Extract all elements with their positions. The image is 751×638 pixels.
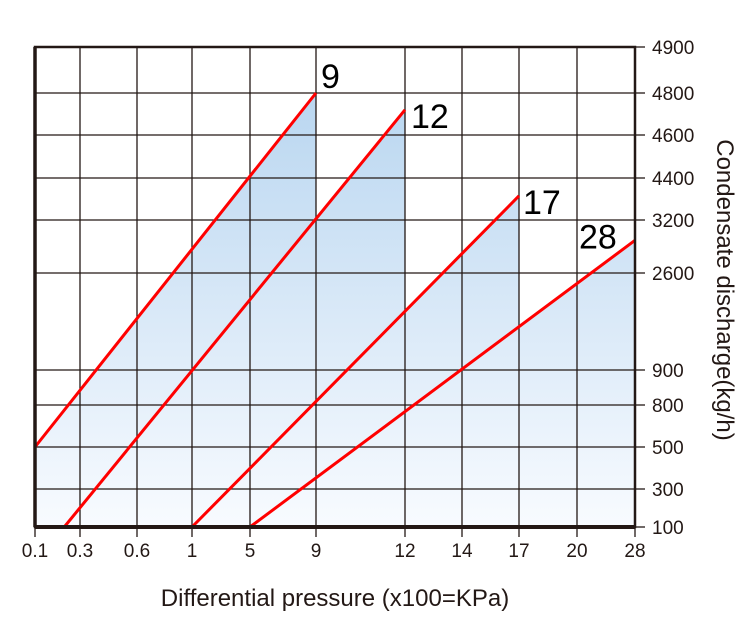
y-tick-label: 4900 [652, 38, 694, 59]
x-tick-label: 0.3 [67, 541, 93, 562]
series-label-9: 9 [321, 58, 340, 96]
series-line-12 [63, 108, 407, 528]
y-axis-label: Condensate discharge(kg/h) [711, 139, 738, 441]
y-tick-label: 3200 [652, 211, 694, 232]
x-tick-label: 9 [311, 541, 322, 562]
x-tick-label: 0.6 [124, 541, 150, 562]
x-tick-label: 5 [245, 541, 256, 562]
x-tick-label: 17 [508, 541, 529, 562]
y-tick-label: 4800 [652, 84, 694, 105]
series-line-17 [190, 194, 521, 529]
series-lines: 9 12 17 28 [33, 58, 636, 529]
x-tick-label: 20 [566, 541, 587, 562]
y-tick-label: 300 [652, 480, 684, 501]
x-tick-label: 12 [394, 541, 415, 562]
y-tick-label: 4600 [652, 126, 694, 147]
y-tick-label: 900 [652, 361, 684, 382]
grid [35, 47, 635, 527]
series-label-17: 17 [523, 184, 561, 222]
x-tick-label: 0.1 [22, 541, 48, 562]
y-tick-label: 2600 [652, 264, 694, 285]
x-tick-label: 14 [451, 541, 473, 562]
series-label-12: 12 [411, 98, 449, 136]
series-line-28 [249, 239, 636, 529]
y-tick-label: 100 [652, 518, 684, 539]
y-tick-label: 800 [652, 396, 684, 417]
x-axis-label: Differential pressure (x100=KPa) [161, 585, 509, 612]
series-line-9 [33, 92, 318, 448]
axes: 0.1 0.3 0.6 1 5 9 12 14 17 20 28 4900 4800 4600 4400 32… [22, 38, 694, 562]
y-tick-label: 500 [652, 438, 684, 459]
series-label-28: 28 [579, 218, 617, 256]
y-tick-label: 4400 [652, 169, 694, 190]
x-tick-label: 28 [624, 541, 645, 562]
x-tick-label: 1 [187, 541, 198, 562]
